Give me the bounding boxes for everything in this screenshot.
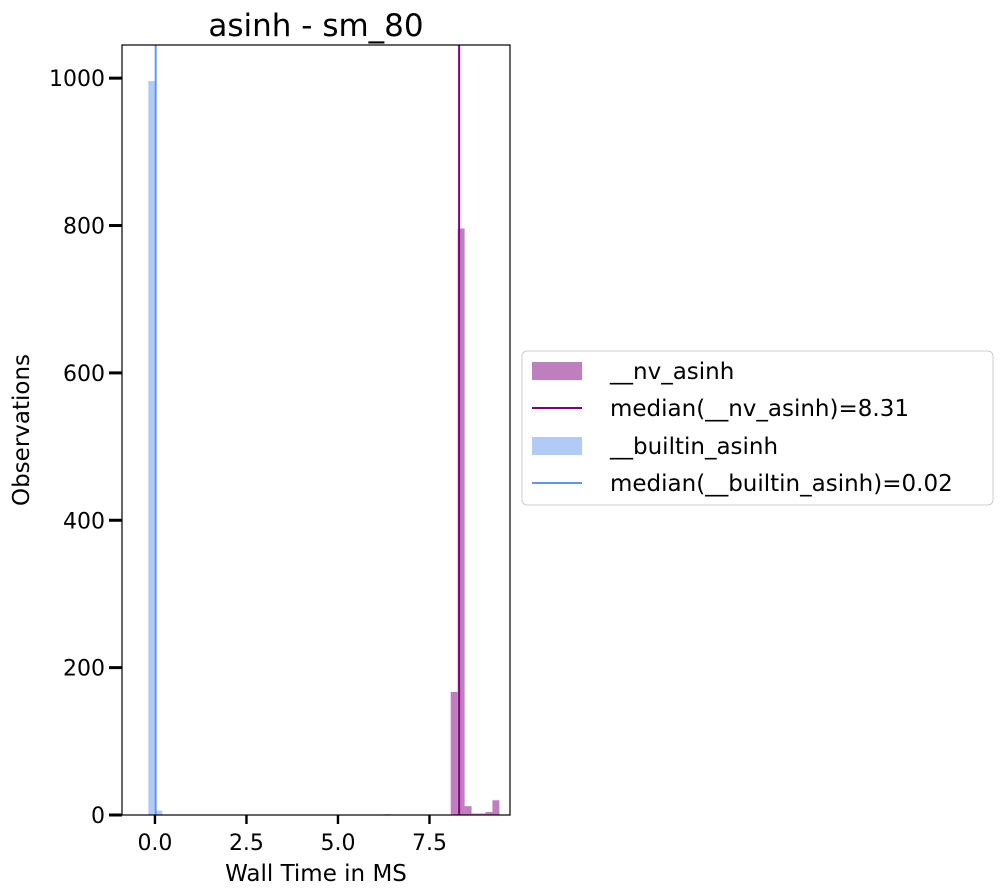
legend-label-2: __builtin_asinh [609,434,778,460]
bar-series-0-bin-1 [450,691,458,815]
x-axis: 0.0 2.5 5.0 7.5 [137,815,447,856]
y-tick-label-2: 400 [63,509,105,534]
legend-patch-0 [532,362,582,380]
bar-series-1-bin-1 [155,810,163,815]
y-axis-label: Observations [9,354,35,506]
x-axis-label: Wall Time in MS [225,861,407,887]
x-tick-label-1: 2.5 [229,831,264,856]
bar-series-0-bin-3 [464,806,472,815]
x-tick-label-0: 0.0 [137,831,172,856]
y-tick-label-5: 1000 [49,67,105,92]
bars-layer [148,81,500,815]
median-lines-layer [154,45,461,815]
plot-frame [121,44,511,816]
bar-series-0-bin-6 [485,812,493,815]
chart-title: asinh - sm_80 [208,8,423,44]
legend: __nv_asinh median(__nv_asinh)=8.31 __built… [521,350,994,506]
y-axis: 0 200 400 600 800 1000 [49,67,122,829]
legend-label-0: __nv_asinh [609,359,734,385]
legend-label-1: median(__nv_asinh)=8.31 [610,396,909,422]
bar-series-1-bin-0 [148,81,156,815]
x-tick-label-3: 7.5 [412,831,447,856]
bar-series-0-bin-2 [457,228,465,815]
y-tick-label-4: 800 [63,215,105,240]
bar-series-0-bin-5 [478,813,486,815]
legend-label-3: median(__builtin_asinh)=0.02 [610,471,953,497]
bar-series-0-bin-4 [471,813,479,815]
legend-box [521,350,994,506]
legend-patch-2 [532,437,582,455]
y-tick-label-1: 200 [63,657,105,682]
x-tick-label-2: 5.0 [320,831,355,856]
y-tick-label-0: 0 [91,804,105,829]
y-tick-label-3: 600 [63,362,105,387]
bar-series-0-bin-7 [492,800,500,815]
